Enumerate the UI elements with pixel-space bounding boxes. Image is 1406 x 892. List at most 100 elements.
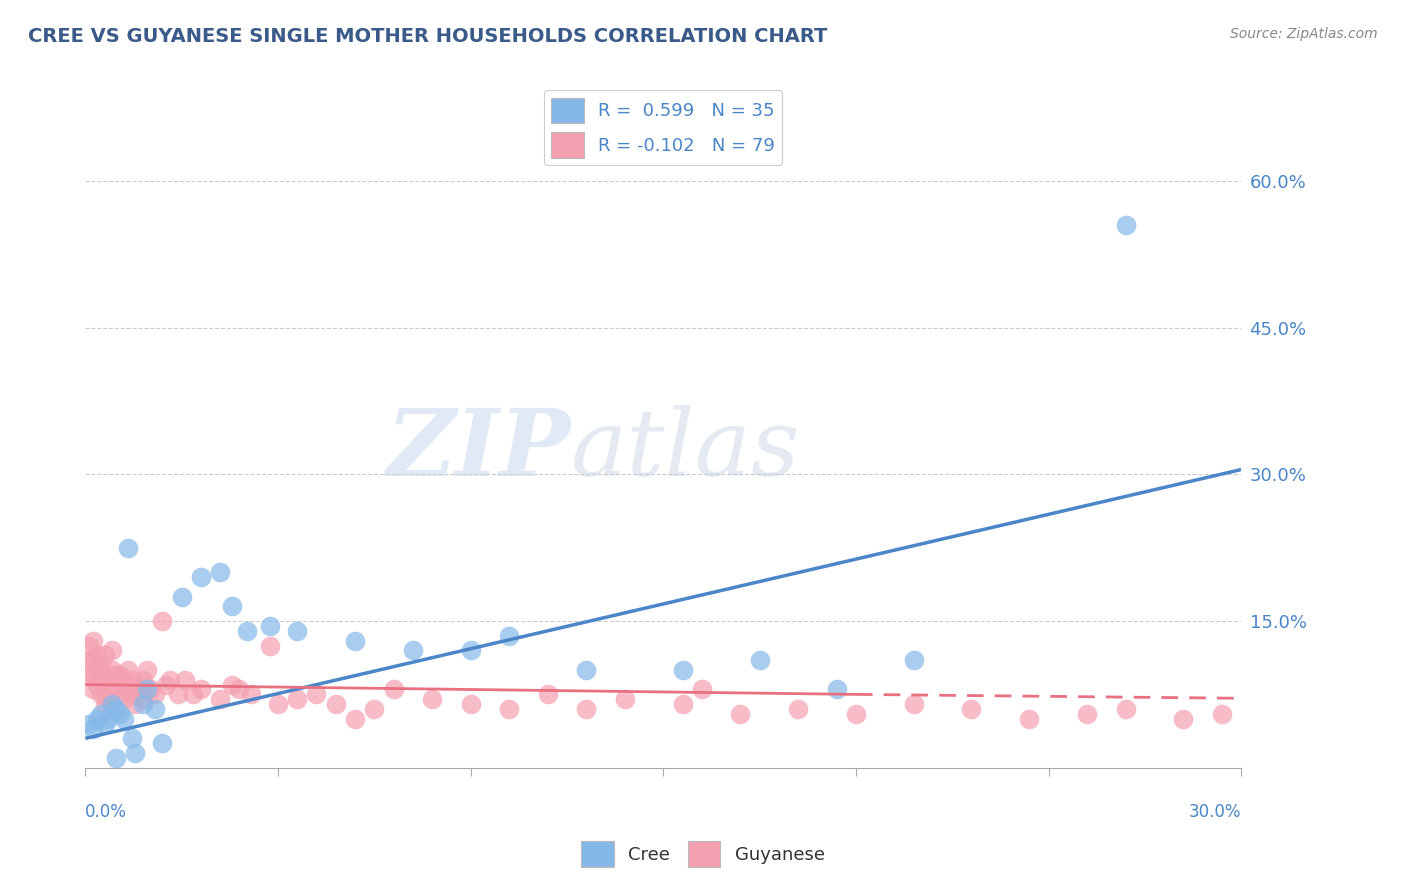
Point bbox=[305, 687, 328, 701]
Point bbox=[575, 663, 598, 677]
Point bbox=[105, 751, 128, 765]
Point bbox=[86, 663, 108, 677]
Point bbox=[90, 673, 112, 687]
Point bbox=[671, 663, 693, 677]
Point bbox=[903, 697, 925, 711]
Point bbox=[259, 619, 281, 633]
Point bbox=[90, 687, 112, 701]
Point bbox=[128, 682, 150, 697]
Point bbox=[671, 697, 693, 711]
Point bbox=[132, 692, 155, 706]
Point bbox=[105, 668, 128, 682]
Point bbox=[124, 746, 146, 760]
Point bbox=[97, 692, 120, 706]
Point bbox=[363, 702, 385, 716]
Point bbox=[267, 697, 290, 711]
Point bbox=[117, 541, 139, 555]
Point bbox=[382, 682, 405, 697]
Point bbox=[420, 692, 443, 706]
Point bbox=[90, 706, 112, 721]
Point bbox=[498, 629, 520, 643]
Point bbox=[845, 706, 868, 721]
Point bbox=[825, 682, 848, 697]
Point bbox=[121, 673, 143, 687]
Point bbox=[93, 716, 115, 731]
Point bbox=[460, 643, 482, 657]
Point bbox=[174, 673, 197, 687]
Point bbox=[155, 677, 177, 691]
Point bbox=[132, 697, 155, 711]
Point bbox=[143, 687, 166, 701]
Point bbox=[82, 653, 104, 667]
Point bbox=[112, 712, 135, 726]
Point bbox=[105, 702, 128, 716]
Point bbox=[117, 663, 139, 677]
Point bbox=[77, 716, 100, 731]
Point bbox=[1115, 702, 1137, 716]
Point bbox=[97, 712, 120, 726]
Point bbox=[343, 712, 366, 726]
Point bbox=[121, 731, 143, 746]
Point bbox=[221, 677, 243, 691]
Point bbox=[960, 702, 983, 716]
Point bbox=[1076, 706, 1098, 721]
Point bbox=[259, 639, 281, 653]
Point bbox=[77, 668, 100, 682]
Point bbox=[903, 653, 925, 667]
Legend: Cree, Guyanese: Cree, Guyanese bbox=[574, 834, 832, 874]
Legend: R =  0.599   N = 35, R = -0.102   N = 79: R = 0.599 N = 35, R = -0.102 N = 79 bbox=[544, 90, 782, 165]
Point bbox=[139, 682, 162, 697]
Point bbox=[190, 570, 212, 584]
Point bbox=[150, 614, 173, 628]
Point bbox=[124, 677, 146, 691]
Point bbox=[93, 648, 115, 663]
Text: 30.0%: 30.0% bbox=[1188, 803, 1241, 821]
Point bbox=[1115, 218, 1137, 232]
Point bbox=[159, 673, 181, 687]
Point bbox=[93, 697, 115, 711]
Point bbox=[1173, 712, 1195, 726]
Point bbox=[124, 697, 146, 711]
Point bbox=[108, 706, 131, 721]
Point bbox=[190, 682, 212, 697]
Point bbox=[166, 687, 188, 701]
Point bbox=[82, 633, 104, 648]
Text: ZIP: ZIP bbox=[387, 405, 571, 495]
Point bbox=[97, 673, 120, 687]
Point bbox=[343, 633, 366, 648]
Point bbox=[460, 697, 482, 711]
Text: 0.0%: 0.0% bbox=[86, 803, 127, 821]
Text: atlas: atlas bbox=[571, 405, 800, 495]
Text: Source: ZipAtlas.com: Source: ZipAtlas.com bbox=[1230, 27, 1378, 41]
Point bbox=[86, 712, 108, 726]
Point bbox=[93, 668, 115, 682]
Point bbox=[112, 692, 135, 706]
Point bbox=[108, 668, 131, 682]
Point bbox=[613, 692, 636, 706]
Point bbox=[285, 624, 308, 638]
Point bbox=[150, 736, 173, 750]
Point bbox=[117, 682, 139, 697]
Point bbox=[101, 643, 124, 657]
Point bbox=[101, 677, 124, 691]
Point bbox=[101, 697, 124, 711]
Point bbox=[82, 722, 104, 736]
Point bbox=[1018, 712, 1040, 726]
Point bbox=[136, 682, 159, 697]
Point bbox=[537, 687, 560, 701]
Point bbox=[787, 702, 810, 716]
Point bbox=[575, 702, 598, 716]
Point bbox=[1211, 706, 1233, 721]
Point bbox=[90, 658, 112, 673]
Point bbox=[209, 565, 232, 579]
Point bbox=[170, 590, 193, 604]
Point bbox=[86, 677, 108, 691]
Point bbox=[136, 663, 159, 677]
Point bbox=[748, 653, 770, 667]
Point bbox=[402, 643, 425, 657]
Point bbox=[325, 697, 347, 711]
Point bbox=[121, 687, 143, 701]
Point bbox=[77, 653, 100, 667]
Point bbox=[82, 682, 104, 697]
Point bbox=[143, 702, 166, 716]
